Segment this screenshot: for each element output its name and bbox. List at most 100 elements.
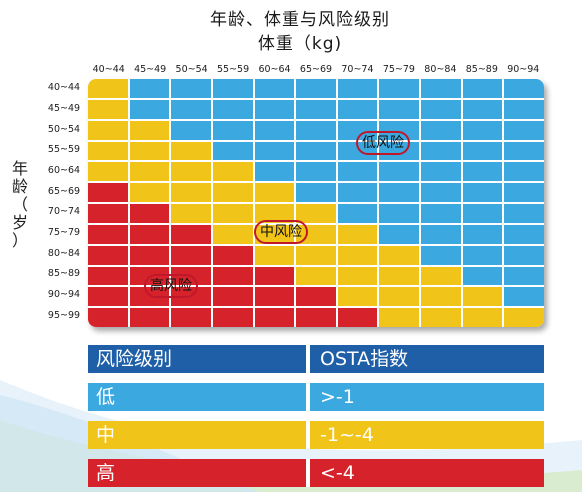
- y-tick-label: 90~94: [47, 289, 81, 300]
- heatmap-cell: [88, 183, 128, 202]
- heatmap-cell: [129, 120, 170, 140]
- heatmap-cell: [421, 162, 461, 182]
- heatmap-cell: [171, 224, 211, 244]
- heatmap-cell: [504, 120, 544, 140]
- y-tick-label: 40~44: [47, 82, 81, 94]
- heatmap-cell: [212, 308, 253, 327]
- y-tick-label: 70~74: [47, 206, 81, 218]
- heatmap-cell: [88, 266, 128, 286]
- table-header: 风险级别 OSTA指数: [88, 345, 544, 373]
- heatmap-cell: [129, 183, 170, 202]
- heatmap-cell: [421, 204, 461, 223]
- y-axis-title-char: （: [11, 195, 28, 214]
- heatmap-cell: [171, 141, 211, 161]
- heatmap-cell: [379, 245, 420, 265]
- header-osta-index: OSTA指数: [310, 345, 544, 373]
- chart-title: 年龄、体重与风险级别: [210, 10, 390, 30]
- heatmap-cell: [129, 308, 170, 327]
- y-axis-title-char: ）: [11, 231, 28, 250]
- y-axis-title-char: 年: [11, 159, 28, 178]
- y-tick-label: 85~89: [47, 268, 81, 280]
- heatmap-cell: [212, 141, 253, 161]
- heatmap-cell: [171, 308, 211, 327]
- heatmap-cell: [212, 120, 253, 140]
- y-axis-title-char: 岁: [11, 213, 28, 232]
- heatmap-cell: [421, 266, 461, 286]
- heatmap-cell: [379, 287, 420, 307]
- heatmap-cell: [421, 141, 461, 161]
- heatmap-cell: [379, 224, 420, 244]
- heatmap-cell: [171, 162, 211, 182]
- heatmap-cell: [88, 204, 128, 223]
- heatmap-cell: [296, 308, 336, 327]
- header-risk-level: 风险级别: [88, 345, 306, 373]
- x-tick-label: 85~89: [465, 64, 498, 75]
- heatmap-cell: [421, 287, 461, 307]
- y-tick-label: 55~59: [47, 144, 81, 156]
- heatmap-cell: [171, 120, 211, 140]
- heatmap-cell: [212, 99, 253, 119]
- y-tick-label: 50~54: [47, 123, 81, 135]
- heatmap-cell: [171, 99, 211, 119]
- heatmap-cell: [254, 308, 295, 327]
- heatmap-cell: [88, 287, 128, 307]
- table-row-low: 低 >-1: [88, 383, 544, 411]
- heatmap-cell: [254, 141, 295, 161]
- heatmap-cell: [337, 162, 378, 182]
- heatmap-cell: [296, 79, 336, 98]
- y-tick-label: 95~99: [47, 309, 81, 321]
- high-risk-label: 高风险: [144, 274, 198, 298]
- x-axis-title: 体重（kg): [257, 34, 343, 54]
- heatmap-cell: [504, 99, 544, 119]
- heatmap-cell: [88, 308, 128, 327]
- heatmap-cell: [462, 308, 503, 327]
- heatmap-cell: [212, 224, 253, 244]
- y-tick-label: 80~84: [47, 247, 81, 259]
- heatmap-cell: [462, 183, 503, 202]
- heatmap-cell: [337, 245, 378, 265]
- heatmap-cell: [379, 120, 420, 140]
- heatmap-cell: [254, 162, 295, 182]
- heatmap-cell: [212, 183, 253, 202]
- row-level: 中: [88, 421, 306, 449]
- heatmap-cell: [504, 287, 544, 307]
- table-row-mid: 中 -1~-4: [88, 421, 544, 449]
- x-tick-label: 40~44: [92, 64, 125, 75]
- heatmap-cell: [504, 204, 544, 223]
- heatmap-cell: [337, 99, 378, 119]
- heatmap-cell: [337, 204, 378, 223]
- heatmap-cell: [171, 204, 211, 223]
- x-tick-label: 90~94: [507, 64, 540, 75]
- heatmap-cell: [171, 183, 211, 202]
- heatmap-cell: [88, 79, 128, 98]
- low-risk-label: 低风险: [356, 131, 410, 155]
- x-tick-label: 65~69: [299, 64, 333, 75]
- x-tick-label: 55~59: [217, 64, 250, 75]
- y-axis-title-char: 龄: [11, 177, 28, 196]
- heatmap-cell: [129, 79, 170, 98]
- heatmap-cell: [296, 287, 336, 307]
- heatmap-cell: [504, 224, 544, 244]
- heatmap-cell: [88, 99, 128, 119]
- heatmap-cell: [337, 79, 378, 98]
- heatmap-cell: [504, 266, 544, 286]
- heatmap-cell: [212, 204, 253, 223]
- heatmap-cell: [504, 183, 544, 202]
- heatmap-cell: [379, 99, 420, 119]
- heatmap-cell: [296, 266, 336, 286]
- heatmap-cell: [129, 245, 170, 265]
- heatmap-cell: [504, 162, 544, 182]
- heatmap-cell: [379, 162, 420, 182]
- heatmap-cell: [379, 204, 420, 223]
- y-tick-label: 45~49: [47, 103, 81, 114]
- heatmap-cell: [462, 266, 503, 286]
- heatmap-cell: [254, 120, 295, 140]
- heatmap-cell: [129, 99, 170, 119]
- x-tick-label: 80~84: [424, 64, 457, 75]
- y-tick-label: 65~69: [47, 185, 81, 197]
- heatmap-cell: [129, 287, 170, 307]
- heatmap-cell: [171, 79, 211, 98]
- heatmap-cell: [88, 245, 128, 265]
- x-tick-label: 75~79: [382, 64, 415, 75]
- heatmap-cell: [129, 162, 170, 182]
